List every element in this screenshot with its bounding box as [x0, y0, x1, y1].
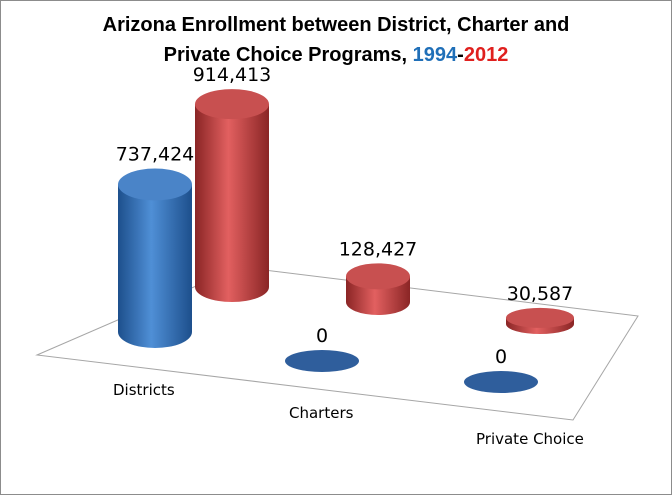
chart-title-year-end: 2012 [463, 44, 509, 66]
chart-title-line-2: Private Choice Programs, 1994-2012 [0, 40, 672, 70]
bar-districts-2012 [195, 104, 269, 302]
bar-top-private-choice-2012 [506, 307, 574, 328]
chart-title: Arizona Enrollment between District, Cha… [0, 10, 672, 70]
data-label-private-choice-1994: 0 [495, 346, 507, 368]
bar-districts-1994 [118, 184, 192, 348]
category-label-charters: Charters [289, 404, 354, 422]
data-label-districts-2012: 914,413 [193, 64, 272, 86]
chart-title-line-1: Arizona Enrollment between District, Cha… [102, 14, 570, 36]
data-label-charters-2012: 128,427 [339, 238, 418, 260]
chart-title-separator: - [457, 44, 464, 66]
data-label-private-choice-2012: 30,587 [507, 283, 573, 305]
bar-top-charters-2012 [346, 263, 410, 290]
data-label-charters-1994: 0 [316, 325, 328, 347]
category-label-private-choice: Private Choice [476, 430, 584, 448]
chart-title-year-start: 1994 [412, 44, 458, 66]
bar-top-districts-2012 [195, 89, 269, 120]
bar-charters-1994 [285, 350, 359, 372]
category-label-districts: Districts [113, 381, 175, 399]
chart-title-prefix: Private Choice Programs, [163, 44, 413, 66]
data-label-districts-1994: 737,424 [116, 144, 195, 166]
bar-private-choice-1994 [464, 371, 538, 393]
bar-top-districts-1994 [118, 168, 192, 201]
